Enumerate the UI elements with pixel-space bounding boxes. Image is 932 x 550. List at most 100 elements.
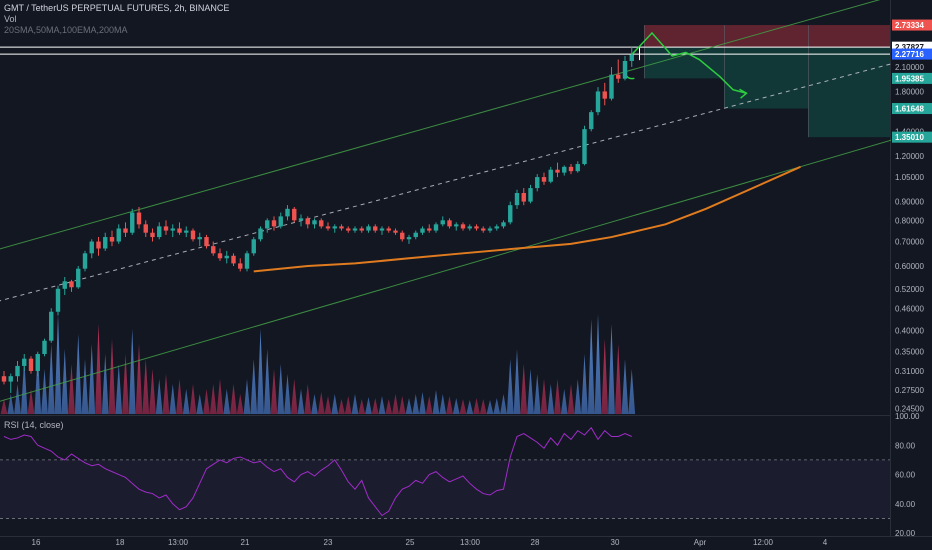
candle-body bbox=[244, 253, 250, 269]
candle-body bbox=[258, 228, 263, 240]
candle bbox=[163, 220, 169, 235]
price-level-tag: 1.95385 bbox=[892, 72, 932, 84]
candle-body bbox=[22, 358, 27, 366]
candle-body bbox=[460, 224, 466, 229]
rsi-legend[interactable]: RSI (14, close) bbox=[4, 420, 64, 430]
candle-body bbox=[82, 253, 88, 269]
candle bbox=[413, 230, 418, 240]
projection-path bbox=[631, 31, 747, 94]
candle bbox=[508, 201, 513, 225]
candle bbox=[157, 222, 162, 240]
candle bbox=[616, 59, 621, 83]
price-tick: 1.05000 bbox=[895, 173, 924, 182]
candle bbox=[251, 237, 256, 256]
price-tag-label: 1.61648 bbox=[895, 105, 924, 114]
candle-body bbox=[89, 241, 94, 254]
candle-body bbox=[49, 311, 54, 341]
candle bbox=[447, 218, 452, 229]
channel-upper bbox=[0, 0, 881, 250]
candle-body bbox=[346, 228, 351, 231]
candle bbox=[514, 189, 520, 209]
price-tick: 0.24500 bbox=[895, 404, 924, 413]
candle bbox=[373, 224, 378, 233]
candle bbox=[568, 164, 574, 175]
volume-series bbox=[0, 314, 636, 414]
price-tick: 0.52000 bbox=[895, 285, 924, 294]
time-tick: 16 bbox=[32, 538, 41, 547]
candle bbox=[346, 226, 351, 233]
rsi-tick: 80.00 bbox=[895, 441, 916, 450]
time-tick: 23 bbox=[324, 538, 333, 547]
candle-body bbox=[521, 193, 526, 202]
candle-body bbox=[440, 220, 445, 225]
drawing-lines bbox=[0, 0, 929, 402]
price-axis: 0.24500 0.27500 0.31000 0.35000 0.40000 0.460… bbox=[32, 0, 932, 547]
price-tag-label: 1.35010 bbox=[895, 133, 924, 142]
candle bbox=[548, 166, 553, 184]
candle-body bbox=[501, 222, 506, 227]
candle-body bbox=[312, 220, 317, 225]
volume-down-area bbox=[0, 324, 622, 414]
candle-body bbox=[292, 208, 297, 221]
candle-body bbox=[217, 253, 223, 259]
candle-body bbox=[602, 91, 607, 99]
price-tick: 0.90000 bbox=[895, 198, 924, 207]
candle-body bbox=[96, 241, 101, 249]
stop-zone-3 bbox=[808, 25, 890, 48]
symbol-legend[interactable]: GMT / TetherUS PERPETUAL FUTURES, 2h, BI… bbox=[4, 3, 230, 13]
price-tag-bg bbox=[892, 48, 932, 60]
candle bbox=[420, 226, 425, 235]
candle bbox=[69, 279, 74, 292]
time-tick: 12:00 bbox=[753, 538, 774, 547]
candle-body bbox=[474, 226, 479, 229]
price-tick: 2.10000 bbox=[895, 63, 924, 72]
candle bbox=[305, 216, 310, 229]
price-tick: 0.70000 bbox=[895, 238, 924, 247]
candle-body bbox=[231, 255, 236, 264]
candle bbox=[22, 353, 27, 371]
candle bbox=[433, 222, 439, 233]
candle bbox=[238, 258, 243, 272]
candle bbox=[629, 47, 634, 67]
candle bbox=[28, 356, 34, 374]
candle bbox=[258, 226, 263, 242]
price-level-tag: 1.35010 bbox=[892, 131, 932, 143]
vol-legend[interactable]: Vol bbox=[4, 14, 17, 24]
candle-body bbox=[427, 228, 432, 231]
candle bbox=[292, 206, 297, 223]
candle-body bbox=[177, 228, 182, 233]
candle bbox=[298, 214, 304, 227]
time-tick: 13:00 bbox=[168, 538, 189, 547]
candle-body bbox=[514, 193, 520, 206]
price-tick: 1.20000 bbox=[895, 152, 924, 161]
price-level-tag: 2.37827 bbox=[892, 41, 932, 53]
candle bbox=[521, 188, 526, 206]
candle bbox=[339, 224, 344, 231]
candle bbox=[319, 218, 324, 229]
candle-body bbox=[548, 169, 553, 182]
candle bbox=[535, 174, 540, 192]
candle bbox=[265, 218, 270, 233]
candle bbox=[575, 161, 580, 173]
time-tick: 21 bbox=[241, 538, 250, 547]
time-tick: 4 bbox=[823, 538, 828, 547]
candle bbox=[582, 125, 587, 166]
candle bbox=[352, 226, 358, 233]
candle bbox=[528, 184, 533, 204]
candle bbox=[136, 206, 142, 229]
candle bbox=[379, 226, 385, 235]
candle-body bbox=[609, 74, 614, 99]
candle-body bbox=[238, 263, 243, 269]
candle-body bbox=[265, 220, 270, 229]
price-tag-bg bbox=[892, 19, 932, 31]
candle bbox=[595, 87, 601, 116]
target-zone-3 bbox=[808, 47, 890, 138]
candle bbox=[555, 162, 560, 178]
candle-body bbox=[589, 112, 594, 130]
candle bbox=[494, 224, 499, 231]
price-tick: 0.40000 bbox=[895, 326, 924, 335]
ma-legend[interactable]: 20SMA,50MA,100EMA,200MA bbox=[4, 25, 128, 35]
candle-body bbox=[454, 224, 459, 227]
candle bbox=[386, 226, 391, 233]
